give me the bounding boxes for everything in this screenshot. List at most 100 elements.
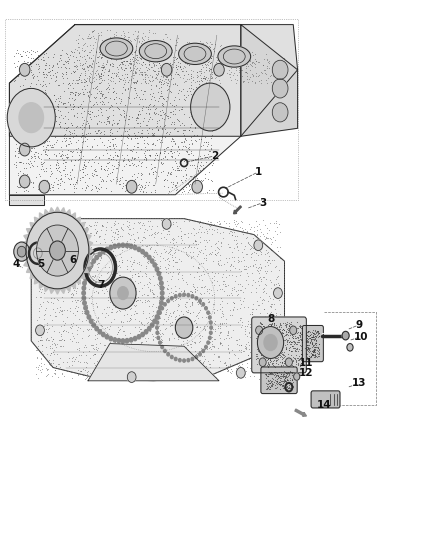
Point: [110, 50, 117, 59]
Point: [96, 153, 103, 161]
Point: [127, 66, 134, 75]
Point: [101, 370, 108, 378]
Point: [175, 294, 182, 302]
Point: [275, 62, 282, 71]
Point: [174, 242, 181, 251]
Point: [199, 91, 206, 100]
Point: [87, 292, 94, 300]
Point: [280, 325, 287, 334]
Point: [146, 124, 153, 132]
Point: [205, 221, 212, 229]
Point: [99, 138, 106, 147]
Point: [127, 66, 134, 75]
Point: [199, 359, 206, 367]
Point: [142, 252, 149, 260]
Point: [71, 90, 78, 99]
Point: [281, 335, 288, 344]
Point: [46, 272, 53, 280]
Point: [178, 232, 185, 240]
Point: [276, 320, 283, 328]
Point: [49, 270, 57, 279]
Point: [54, 161, 61, 169]
Point: [141, 94, 148, 103]
Point: [297, 323, 304, 332]
Point: [218, 285, 225, 294]
Point: [177, 307, 184, 316]
Point: [210, 309, 217, 317]
Point: [52, 220, 59, 229]
Point: [117, 135, 124, 144]
Point: [304, 346, 311, 355]
Point: [59, 243, 66, 251]
Point: [297, 333, 304, 341]
Point: [310, 342, 317, 350]
Point: [166, 249, 173, 258]
Point: [139, 51, 146, 60]
Point: [95, 259, 102, 268]
Point: [20, 183, 27, 192]
Point: [183, 251, 190, 259]
Point: [167, 35, 174, 43]
Point: [243, 64, 250, 72]
Point: [71, 180, 78, 188]
Circle shape: [133, 246, 137, 249]
Point: [82, 77, 89, 85]
Point: [151, 281, 158, 290]
Point: [67, 168, 74, 176]
Point: [289, 352, 296, 361]
Point: [109, 120, 116, 128]
Point: [262, 354, 269, 363]
Point: [307, 331, 314, 340]
Point: [92, 343, 99, 351]
Point: [208, 278, 215, 287]
Point: [139, 33, 146, 42]
Point: [161, 283, 168, 292]
Point: [94, 159, 101, 167]
Point: [57, 98, 64, 107]
Point: [145, 60, 152, 68]
Circle shape: [191, 83, 230, 131]
Point: [63, 158, 70, 166]
Point: [132, 315, 139, 324]
Point: [241, 283, 248, 292]
Point: [82, 67, 89, 76]
Point: [49, 241, 56, 249]
Point: [168, 149, 175, 157]
Point: [266, 384, 273, 393]
Point: [92, 182, 99, 191]
Point: [44, 325, 51, 333]
Point: [302, 331, 309, 340]
Point: [126, 297, 133, 305]
Point: [59, 68, 66, 77]
Point: [108, 68, 115, 77]
Point: [305, 337, 312, 346]
Point: [270, 320, 277, 328]
Point: [33, 346, 40, 354]
Point: [138, 241, 145, 249]
Point: [207, 43, 214, 52]
Point: [258, 363, 265, 372]
Point: [143, 366, 150, 374]
Point: [302, 338, 309, 346]
Point: [50, 236, 57, 245]
Point: [77, 123, 84, 131]
Point: [112, 134, 119, 142]
Point: [257, 332, 264, 341]
Point: [51, 370, 58, 378]
Point: [57, 54, 64, 63]
Point: [54, 359, 61, 368]
Point: [277, 374, 284, 382]
Point: [227, 75, 234, 84]
Point: [107, 52, 114, 61]
Point: [149, 286, 156, 295]
Point: [268, 238, 275, 246]
Point: [173, 177, 180, 186]
Point: [202, 224, 209, 233]
Point: [254, 326, 261, 335]
Point: [310, 331, 317, 340]
Point: [168, 183, 175, 192]
Point: [307, 337, 314, 345]
Point: [151, 62, 158, 70]
Point: [105, 82, 112, 91]
Point: [66, 88, 73, 96]
